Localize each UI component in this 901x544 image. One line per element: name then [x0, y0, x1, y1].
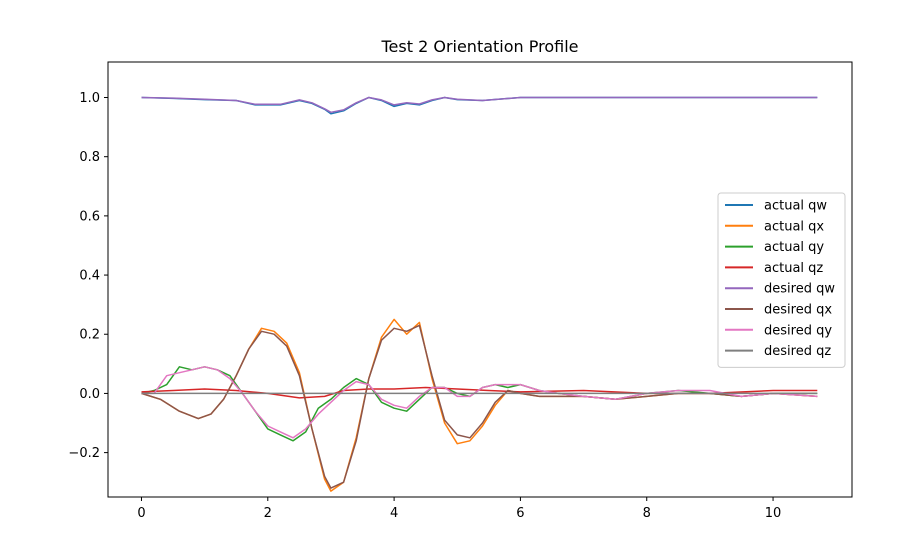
legend-label: desired qy — [764, 323, 832, 338]
x-tick-label: 10 — [765, 506, 782, 521]
x-axis-ticks: 0 2 4 6 8 10 — [137, 497, 781, 521]
legend-label: actual qx — [764, 219, 824, 234]
y-tick-label: 0.4 — [79, 269, 100, 284]
series-line-desired-qw — [141, 96, 818, 114]
x-tick-label: 0 — [137, 506, 145, 521]
series-line-desired-qy — [141, 366, 818, 439]
x-tick-label: 4 — [390, 506, 398, 521]
plot-frame — [107, 61, 853, 498]
legend: actual qw actual qx actual qy actual qz desi… — [717, 192, 846, 368]
y-tick-label: 0.6 — [79, 209, 100, 224]
legend-label: desired qz — [764, 344, 831, 359]
x-tick-label: 2 — [264, 506, 272, 521]
x-tick-label: 8 — [643, 506, 651, 521]
legend-box — [717, 192, 846, 368]
plot-lines — [141, 96, 818, 492]
y-tick-label: 0.0 — [79, 387, 100, 402]
y-tick-label: 0.2 — [79, 328, 100, 343]
legend-label: desired qw — [764, 282, 835, 297]
y-tick-label: 1.0 — [79, 91, 100, 106]
legend-label: actual qw — [764, 199, 827, 214]
y-tick-label: 0.8 — [79, 150, 100, 165]
y-tick-label: −0.2 — [68, 446, 100, 461]
y-axis-ticks: −0.2 0.0 0.2 0.4 0.6 0.8 1.0 — [68, 91, 108, 461]
legend-label: actual qz — [764, 261, 823, 276]
legend-label: desired qx — [764, 303, 832, 318]
legend-label: actual qy — [764, 240, 824, 255]
chart-title: Test 2 Orientation Profile — [380, 37, 578, 56]
x-tick-label: 6 — [516, 506, 524, 521]
